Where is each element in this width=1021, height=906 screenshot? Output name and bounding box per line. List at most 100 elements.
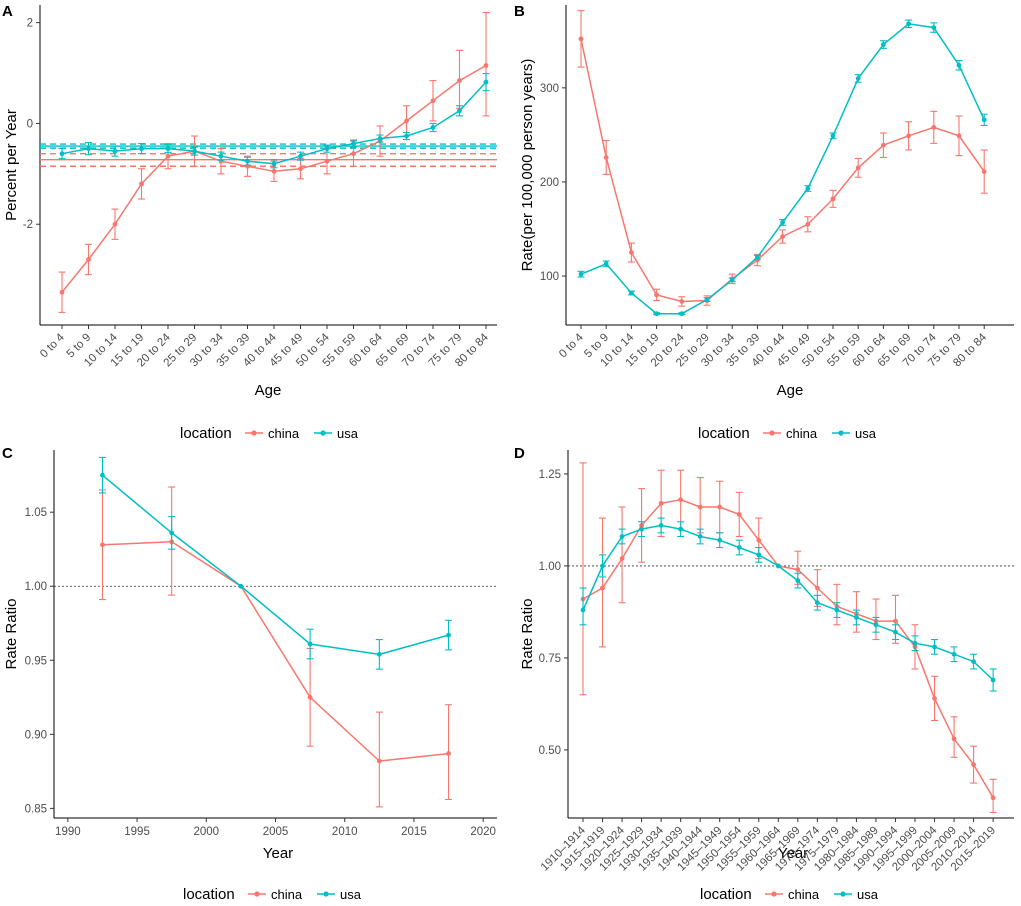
usa-data-point <box>814 600 820 606</box>
china-data-point <box>654 292 659 298</box>
usa-data-point <box>912 640 918 646</box>
china-data-point <box>298 166 303 172</box>
usa-data-point <box>780 220 785 225</box>
y-tick-label: 2 <box>27 18 33 30</box>
x-tick-label: 2010 <box>332 826 358 838</box>
x-tick-label: 2015 <box>401 826 427 838</box>
usa-data-point <box>678 526 684 532</box>
legend-panel-a: location china usa <box>180 425 359 442</box>
y-tick-label: -2 <box>23 219 33 231</box>
usa-data-point <box>446 632 451 638</box>
usa-data-point <box>430 125 436 130</box>
china-data-point <box>307 694 313 700</box>
usa-data-point <box>165 146 171 152</box>
usa-data-point <box>881 42 886 47</box>
usa-data-point <box>990 677 996 683</box>
china-data-point <box>736 512 742 517</box>
x-tick-label: 0 to 4 <box>557 331 586 360</box>
legend-china-label: china <box>788 887 820 902</box>
usa-data-point <box>956 62 962 68</box>
usa-data-point <box>697 534 703 539</box>
panel-c-y-axis-title: Rate Ratio <box>3 599 20 670</box>
panel-c-x-axis-title: Year <box>263 845 293 862</box>
y-tick-label: 100 <box>540 271 559 283</box>
usa-data-point <box>981 117 987 123</box>
china-data-point <box>112 221 118 227</box>
legend-usa-label: usa <box>340 887 362 902</box>
usa-data-point <box>717 537 723 543</box>
china-data-point <box>59 289 65 295</box>
china-data-point <box>100 542 105 548</box>
usa-data-point <box>298 153 303 159</box>
china-data-point <box>600 585 605 591</box>
china-data-point <box>457 78 462 83</box>
china-data-point <box>86 257 91 262</box>
legend-china-label: china <box>786 426 818 441</box>
china-data-point <box>830 196 836 202</box>
usa-data-point <box>307 641 313 647</box>
china-series-line <box>582 498 994 799</box>
panel-b-x-axis-title: Age <box>777 382 804 399</box>
usa-data-point <box>629 290 634 296</box>
legend-usa-label: usa <box>857 887 879 902</box>
usa-data-point <box>192 148 197 154</box>
panel-d-x-axis-title: Year <box>778 845 808 862</box>
china-data-point <box>756 537 762 543</box>
usa-data-point <box>755 254 760 260</box>
panel-d-y-axis-title: Rate Ratio <box>519 599 536 670</box>
usa-data-point <box>238 583 244 589</box>
china-data-point <box>814 585 820 591</box>
usa-data-point <box>654 311 659 317</box>
usa-data-point <box>855 76 861 81</box>
china-data-point <box>165 153 171 159</box>
usa-data-point <box>932 644 937 650</box>
legend-usa-swatch-point <box>323 891 329 897</box>
legend-china-label: china <box>271 887 303 902</box>
legend-usa-swatch-point <box>840 891 846 897</box>
usa-data-point <box>830 133 836 139</box>
legend-china-swatch-point <box>251 430 257 436</box>
legend-china-swatch-point <box>254 891 260 897</box>
legend-usa-label: usa <box>855 426 877 441</box>
china-data-point <box>376 758 382 764</box>
usa-data-point <box>951 651 957 657</box>
legend-panel-b: location china usa <box>698 425 877 442</box>
usa-data-point <box>679 311 685 317</box>
panel-label-d: D <box>514 445 525 462</box>
china-data-point <box>430 98 436 104</box>
usa-data-point <box>59 151 65 157</box>
china-data-point <box>446 751 451 756</box>
x-tick-label: 0 to 4 <box>38 331 67 360</box>
usa-data-point <box>218 153 224 159</box>
panel-d-chart: Year Rate Ratio 0.500.751.001.251910–191… <box>519 450 1014 874</box>
usa-data-point <box>931 25 937 30</box>
panel-a-chart: Age Percent per Year -2020 to 45 to 910 … <box>3 5 497 399</box>
legend-panel-d: location china usa <box>700 886 879 903</box>
china-data-point <box>881 142 886 148</box>
usa-data-point <box>86 146 91 152</box>
usa-data-point <box>729 277 735 283</box>
usa-data-point <box>600 563 605 569</box>
panel-label-a: A <box>2 3 13 20</box>
china-data-point <box>981 169 987 174</box>
legend-usa-swatch-point <box>838 430 844 436</box>
china-data-point <box>697 504 703 510</box>
usa-data-point <box>580 607 586 613</box>
usa-data-point <box>169 530 175 536</box>
panel-b-chart: Age Rate(per 100,000 person years) 100 20… <box>519 5 1014 399</box>
usa-data-point <box>245 158 250 164</box>
china-data-point <box>678 497 684 503</box>
legend-title: location <box>180 425 232 442</box>
china-data-point <box>578 36 584 42</box>
usa-data-point <box>112 148 118 154</box>
panel-a-x-axis-title: Age <box>255 382 282 399</box>
x-tick-label: 1990 <box>55 826 81 838</box>
usa-data-point <box>971 659 976 664</box>
legend-title: location <box>698 425 750 442</box>
y-tick-label: 0.90 <box>25 729 47 741</box>
china-data-point <box>351 151 356 157</box>
usa-data-point <box>619 534 625 539</box>
china-data-point <box>990 795 996 801</box>
china-data-point <box>931 124 937 130</box>
usa-data-point <box>775 563 781 569</box>
